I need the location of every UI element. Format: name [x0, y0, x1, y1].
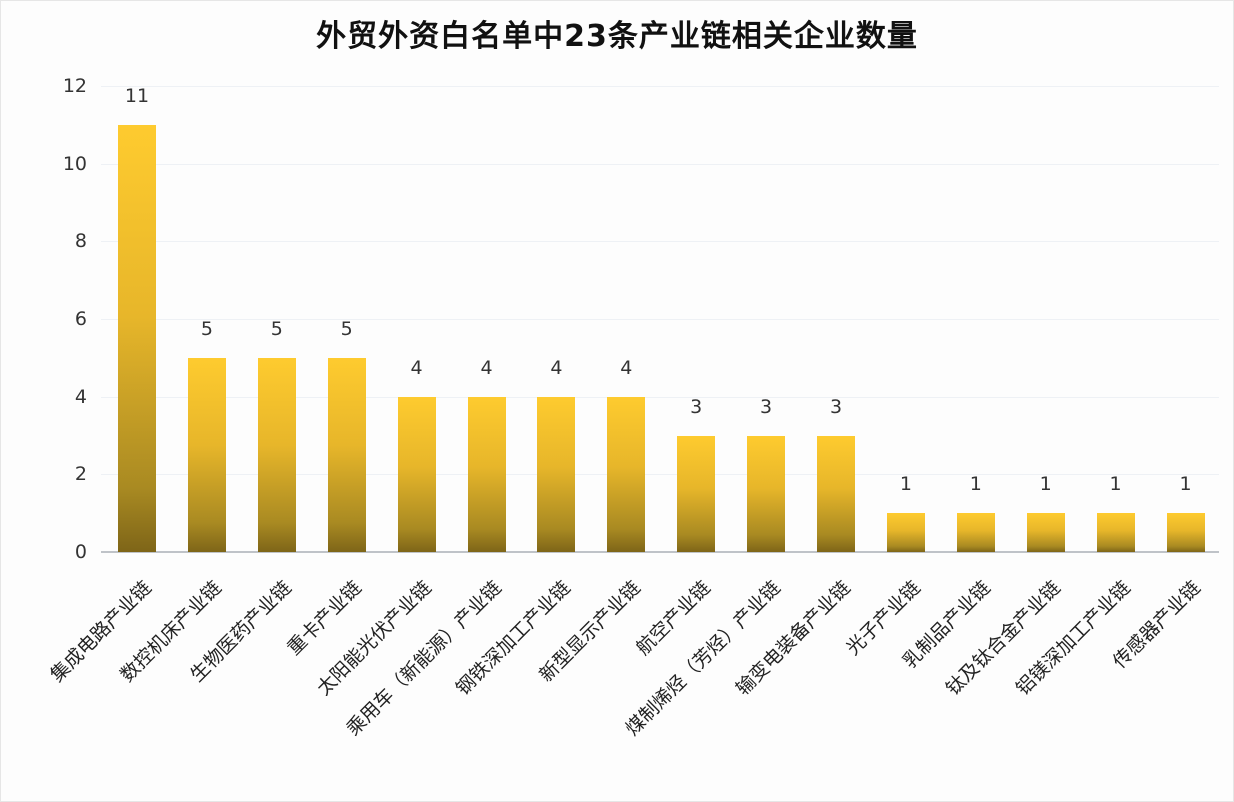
bar — [886, 513, 925, 552]
bar — [397, 396, 436, 552]
bar — [1166, 513, 1205, 552]
bar — [1026, 513, 1065, 552]
data-label: 3 — [690, 395, 703, 418]
gridline — [101, 396, 1219, 398]
bar — [118, 124, 156, 552]
bar — [677, 435, 716, 552]
bar — [187, 357, 226, 552]
data-label: 4 — [480, 356, 493, 379]
bar — [607, 396, 646, 552]
data-label: 4 — [410, 356, 423, 379]
y-tick-label: 4 — [74, 385, 87, 408]
bar — [1096, 513, 1135, 552]
y-tick-label: 0 — [74, 541, 87, 563]
y-tick-label: 10 — [62, 152, 87, 175]
data-label: 3 — [829, 395, 843, 418]
gridline — [101, 86, 1219, 87]
data-label: 1 — [1109, 473, 1122, 496]
y-tick-label: 8 — [74, 230, 87, 253]
data-label: 4 — [550, 356, 563, 379]
data-label: 4 — [620, 356, 633, 379]
y-tick-label: 2 — [74, 463, 87, 486]
data-label: 1 — [969, 473, 982, 496]
data-label: 11 — [124, 84, 150, 107]
y-tick-label: 6 — [74, 308, 87, 330]
bar — [747, 435, 786, 552]
bar — [327, 357, 366, 552]
data-label: 5 — [200, 317, 213, 340]
data-label: 5 — [340, 317, 353, 340]
x-axis-line — [101, 551, 1219, 553]
gridline — [101, 319, 1219, 320]
gridline — [101, 474, 1219, 476]
data-label: 5 — [270, 317, 283, 340]
data-label: 1 — [899, 473, 912, 496]
gridline — [101, 163, 1219, 165]
y-tick-label: 12 — [62, 75, 87, 97]
bar — [817, 435, 855, 552]
bar — [467, 396, 506, 552]
bar — [257, 357, 296, 552]
data-label: 1 — [1039, 473, 1052, 496]
data-label: 3 — [760, 395, 773, 418]
bar — [956, 513, 995, 552]
chart-title: 外贸外资白名单中23条产业链相关企业数量 — [316, 19, 918, 54]
bar — [537, 396, 576, 552]
gridline — [101, 241, 1219, 243]
data-label: 1 — [1179, 473, 1192, 496]
plot-area: 11 5 5 5 4 4 4 4 3 3 3 1 1 1 1 1 — [101, 84, 1219, 553]
